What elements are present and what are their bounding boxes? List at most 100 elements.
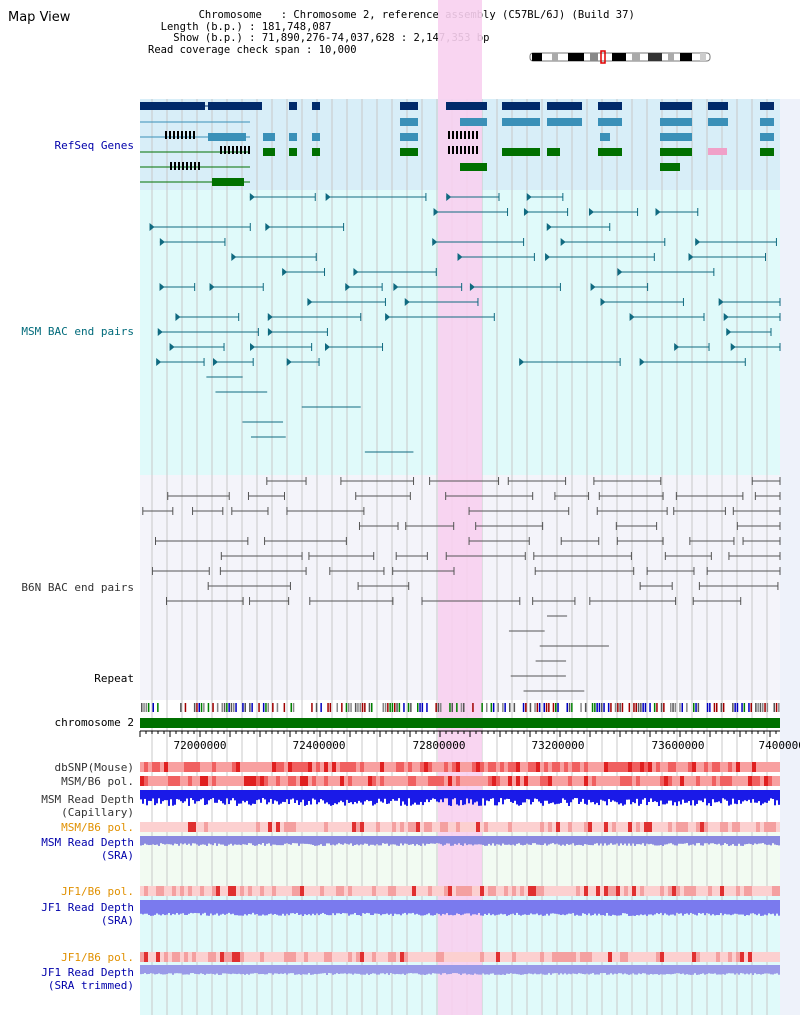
- depth-bar: [508, 965, 510, 974]
- heatmap-cell: [312, 886, 316, 896]
- heatmap-cell: [484, 886, 488, 896]
- depth-bar: [300, 790, 302, 803]
- heatmap-cell: [708, 776, 712, 786]
- depth-bar: [220, 900, 222, 915]
- depth-bar: [748, 790, 750, 800]
- heatmap-cell: [508, 886, 512, 896]
- heatmap-cell: [616, 776, 620, 786]
- heatmap-cell: [244, 762, 248, 772]
- heatmap-cell: [772, 776, 776, 786]
- heatmap-cell: [192, 886, 196, 896]
- msm-bac-pairs-track[interactable]: [149, 193, 781, 453]
- depth-bar: [436, 965, 438, 974]
- jf1-pol-2-label[interactable]: JF1/B6 pol.: [61, 951, 134, 964]
- heatmap-cell: [468, 762, 472, 772]
- dbsnp-track-label[interactable]: dbSNP(Mouse): [55, 761, 134, 774]
- heatmap-cell: [584, 776, 588, 786]
- depth-bar: [580, 965, 582, 974]
- refseq-genes-track[interactable]: [140, 102, 774, 186]
- depth-bar: [276, 790, 278, 802]
- heatmap-cell: [596, 886, 600, 896]
- depth-bar: [512, 836, 514, 845]
- msm-pol-sra-label[interactable]: MSM/B6 pol.: [61, 821, 134, 834]
- depth-bar: [294, 965, 296, 975]
- bac-end: [307, 298, 313, 306]
- heatmap-cell: [360, 762, 364, 772]
- depth-bar: [368, 965, 370, 975]
- chromosome-ideogram[interactable]: [529, 50, 711, 64]
- depth-bar: [672, 790, 674, 806]
- depth-bar: [616, 900, 618, 916]
- msm-bac-track-label[interactable]: MSM BAC end pairs: [21, 325, 134, 338]
- depth-bar: [200, 965, 202, 974]
- depth-bar: [608, 965, 610, 975]
- depth-bar: [642, 900, 644, 916]
- depth-bar: [288, 790, 290, 805]
- heatmap-cell: [328, 952, 332, 962]
- msm-depth-sra-label[interactable]: MSM Read Depth: [41, 836, 134, 849]
- depth-bar: [564, 836, 566, 846]
- heatmap-cell: [556, 886, 560, 896]
- jf1-pol-label[interactable]: JF1/B6 pol.: [61, 885, 134, 898]
- depth-bar: [376, 790, 378, 803]
- exon-mark: [177, 131, 179, 139]
- depth-bar: [406, 965, 408, 974]
- depth-bar: [476, 900, 478, 915]
- b6n-bac-pairs-track[interactable]: [142, 477, 781, 692]
- polymorphism-heatmaps[interactable]: [140, 762, 780, 962]
- heatmap-cell: [368, 952, 372, 962]
- heatmap-cell: [588, 822, 592, 832]
- depth-bar: [482, 900, 484, 916]
- depth-bar: [308, 836, 310, 845]
- heatmap-cell: [720, 762, 724, 772]
- depth-bar: [420, 965, 422, 975]
- heatmap-cell: [288, 762, 292, 772]
- heatmap-cell: [516, 762, 520, 772]
- depth-bar: [414, 900, 416, 915]
- repeat-mark: [686, 703, 688, 712]
- heatmap-cell: [216, 762, 220, 772]
- depth-bar: [222, 836, 224, 845]
- jf1-depth-sra-label[interactable]: JF1 Read Depth: [41, 901, 134, 914]
- heatmap-cell: [696, 762, 700, 772]
- heatmap-cell: [644, 886, 648, 896]
- depth-bar: [652, 836, 654, 845]
- depth-bar: [460, 900, 462, 916]
- heatmap-cell: [392, 952, 396, 962]
- repeat-track[interactable]: [141, 703, 780, 712]
- depth-bar: [452, 900, 454, 916]
- b6n-bac-track-label[interactable]: B6N BAC end pairs: [21, 581, 134, 594]
- depth-bar: [628, 790, 630, 800]
- depth-bar: [304, 900, 306, 915]
- depth-bar: [654, 965, 656, 975]
- heatmap-cell: [456, 822, 460, 832]
- depth-bar: [778, 836, 780, 846]
- depth-bar: [506, 790, 508, 799]
- depth-bar: [564, 790, 566, 800]
- heatmap-cell: [704, 886, 708, 896]
- heatmap-cell: [484, 762, 488, 772]
- heatmap-cell: [316, 886, 320, 896]
- heatmap-cell: [616, 886, 620, 896]
- heatmap-cell: [628, 822, 632, 832]
- heatmap-cell: [316, 776, 320, 786]
- refseq-track-label[interactable]: RefSeq Genes: [55, 139, 134, 152]
- read-depth-tracks[interactable]: [140, 790, 780, 975]
- msm-pol-track-label[interactable]: MSM/B6 pol.: [61, 775, 134, 788]
- exon-mark: [472, 146, 474, 154]
- heatmap-cell: [664, 886, 668, 896]
- coverage-key: Read coverage check span: [148, 43, 300, 56]
- gene-feature: [289, 148, 297, 156]
- depth-bar: [446, 836, 448, 844]
- depth-bar: [302, 790, 304, 800]
- depth-bar: [324, 836, 326, 846]
- depth-bar: [470, 790, 472, 800]
- bac-end: [250, 343, 256, 351]
- heatmap-cell: [456, 762, 460, 772]
- heatmap-cell: [360, 886, 364, 896]
- depth-bar: [646, 900, 648, 916]
- repeat-mark: [757, 703, 759, 712]
- jf1-depth-trimmed-label[interactable]: JF1 Read Depth: [41, 966, 134, 979]
- msm-depth-capillary-label[interactable]: MSM Read Depth: [41, 793, 134, 806]
